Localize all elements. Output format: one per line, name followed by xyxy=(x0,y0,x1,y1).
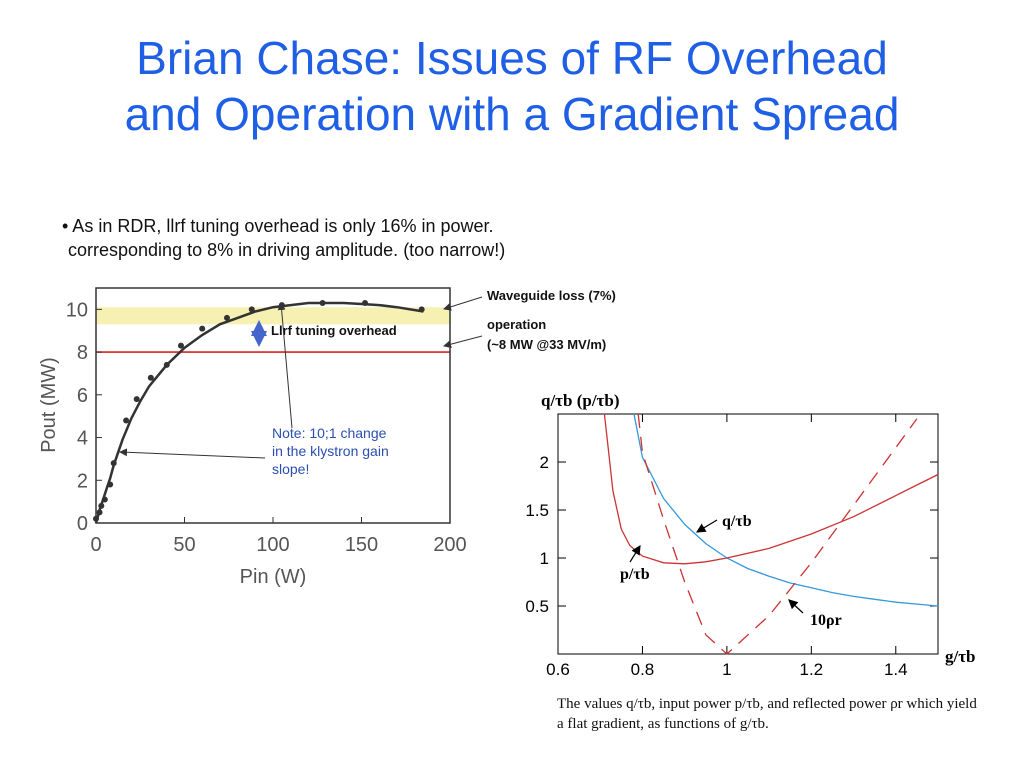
x-tick-label: 100 xyxy=(256,534,289,556)
y-tick-label: 10 xyxy=(66,299,88,321)
y-tick-label: 0 xyxy=(77,513,88,535)
operation-label-1: operation xyxy=(487,317,546,332)
slide-title: Brian Chase: Issues of RF Overhead and O… xyxy=(0,30,1024,142)
y-tick-label: 6 xyxy=(77,385,88,407)
y-axis-label: Pout (MW) xyxy=(38,357,60,453)
x-tick-label: 1 xyxy=(722,660,731,679)
rho-label-arrow xyxy=(788,599,804,614)
x-tick-label: 0.6 xyxy=(546,660,570,679)
data-point xyxy=(319,299,326,306)
x-tick-label: 50 xyxy=(173,534,195,556)
p-curve xyxy=(603,413,939,565)
data-point xyxy=(123,417,130,424)
note-arrow-top xyxy=(277,302,293,429)
x-tick-label: 200 xyxy=(433,534,466,556)
title-line-2: and Operation with a Gradient Spread xyxy=(124,88,900,140)
x-tick-label: 0 xyxy=(90,534,101,556)
data-point xyxy=(163,361,170,368)
data-point xyxy=(133,396,140,403)
title-line-1: Brian Chase: Issues of RF Overhead xyxy=(136,32,888,84)
waveguide-loss-band xyxy=(96,307,450,325)
data-point xyxy=(248,306,255,313)
x-tick-label: 0.8 xyxy=(631,660,655,679)
data-point xyxy=(110,460,117,467)
note-arrow-slope xyxy=(119,448,266,459)
output-power-curve xyxy=(94,301,424,524)
bullet-line-1: • As in RDR, llrf tuning overhead is onl… xyxy=(62,216,494,236)
x-axis-label: Pin (W) xyxy=(240,566,307,588)
y-tick-label: 1.5 xyxy=(525,501,549,520)
operation-label-2: (~8 MW @33 MV/m) xyxy=(487,337,606,352)
pout-series-line xyxy=(94,301,424,524)
left-plot-frame xyxy=(95,287,451,524)
left-axis-ticks: 0 50 100 150 200 0 2 4 6 8 10 xyxy=(66,299,467,556)
data-markers xyxy=(93,299,425,522)
data-point xyxy=(418,306,425,313)
q-curve-label: q/τb xyxy=(722,513,752,530)
y-tick-label: 2 xyxy=(540,453,549,472)
data-point xyxy=(147,374,154,381)
data-point xyxy=(96,509,103,516)
data-point xyxy=(199,325,206,332)
q-label-arrow xyxy=(695,519,718,533)
data-point xyxy=(223,314,230,321)
figure-caption: The values q/τb, input power p/τb, and r… xyxy=(557,696,977,732)
x-tick-label: 150 xyxy=(345,534,378,556)
operation-arrow xyxy=(443,335,483,349)
note-line-1: Note: 10;1 change xyxy=(272,425,387,441)
p-label-arrow xyxy=(629,544,641,563)
y-tick-label: 4 xyxy=(77,428,88,450)
right-x-axis-label: g/τb xyxy=(945,647,976,666)
x-tick-label: 1.4 xyxy=(884,660,908,679)
x-tick-label: 1.2 xyxy=(800,660,824,679)
right-axis-ticks: 0.6 0.8 1 1.2 1.4 0.5 1 1.5 2 xyxy=(525,414,938,679)
right-chart-title: q/τb (p/τb) xyxy=(541,391,620,410)
data-point xyxy=(107,481,114,488)
y-tick-label: 8 xyxy=(77,342,88,364)
waveguide-arrow xyxy=(443,296,483,311)
right-plot-frame xyxy=(557,413,939,655)
data-point xyxy=(362,299,369,306)
bullet-text: • As in RDR, llrf tuning overhead is onl… xyxy=(62,214,622,262)
data-point xyxy=(177,342,184,349)
bullet-line-2: corresponding to 8% in driving amplitude… xyxy=(68,240,506,260)
q-curve xyxy=(633,413,939,607)
overhead-label: Llrf tuning overhead xyxy=(271,323,397,338)
y-tick-label: 0.5 xyxy=(525,597,549,616)
rho-curve-label: 10ρr xyxy=(810,612,842,629)
note-line-3: slope! xyxy=(272,461,309,477)
data-point xyxy=(278,302,285,309)
p-curve-label: p/τb xyxy=(620,566,650,583)
rho-curve xyxy=(637,413,918,655)
note-line-2: in the klystron gain xyxy=(272,443,389,459)
data-point xyxy=(93,515,99,522)
band-rect xyxy=(96,307,450,325)
right-curves xyxy=(603,413,939,655)
y-tick-label: 2 xyxy=(77,470,88,492)
waveguide-label: Waveguide loss (7%) xyxy=(487,288,616,303)
data-point xyxy=(101,496,108,503)
data-point xyxy=(98,502,105,509)
y-tick-label: 1 xyxy=(540,549,549,568)
